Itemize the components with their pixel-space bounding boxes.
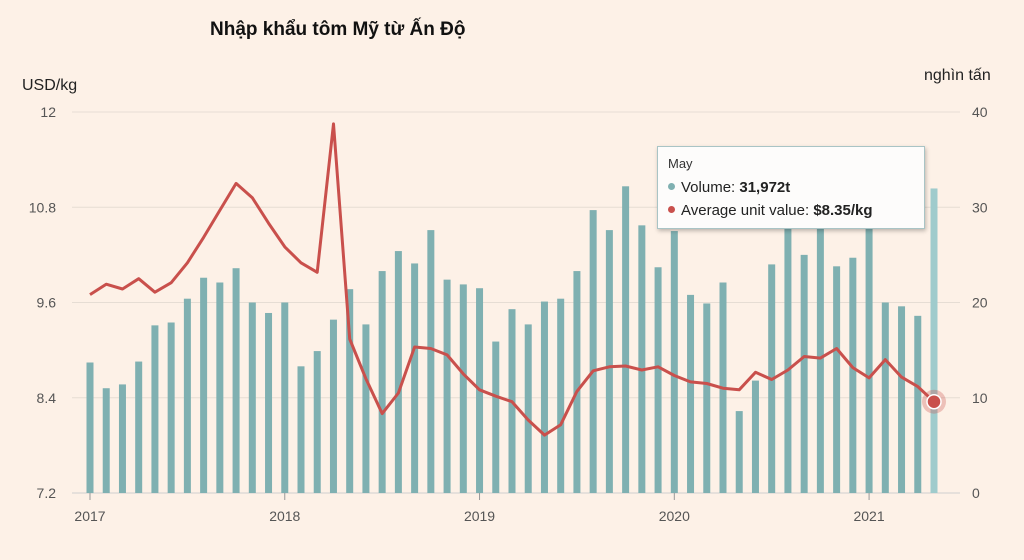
volume-bar[interactable]: [930, 188, 938, 493]
volume-bar[interactable]: [329, 319, 337, 493]
unit-value-series-line[interactable]: [89, 122, 936, 437]
volume-bar[interactable]: [833, 266, 841, 493]
x-tick-label: 2020: [659, 508, 690, 524]
right-tick-label: 40: [972, 104, 988, 120]
left-tick-label: 10.8: [29, 199, 56, 215]
chart-tooltip: May Volume: 31,972t Average unit value: …: [657, 146, 925, 229]
volume-bar[interactable]: [248, 302, 256, 494]
right-tick-label: 20: [972, 295, 988, 311]
volume-bar[interactable]: [200, 277, 208, 493]
volume-bar[interactable]: [849, 257, 857, 493]
volume-bar[interactable]: [865, 228, 873, 493]
left-tick-label: 7.2: [37, 485, 57, 501]
volume-bar[interactable]: [411, 263, 419, 493]
unit-value-legend-dot: [668, 206, 675, 213]
volume-bar[interactable]: [135, 361, 143, 493]
chart-title: Nhập khẩu tôm Mỹ từ Ấn Độ: [210, 18, 465, 40]
volume-bar[interactable]: [492, 341, 500, 493]
tooltip-volume-value: 31,972t: [739, 179, 791, 196]
volume-bar[interactable]: [102, 388, 110, 493]
right-axis-label: nghìn tấn: [924, 67, 991, 84]
volume-bar[interactable]: [346, 289, 354, 493]
volume-bar[interactable]: [524, 324, 532, 493]
left-tick-label: 9.6: [37, 295, 57, 311]
volume-bar[interactable]: [800, 254, 808, 493]
tooltip-volume-label: Volume:: [681, 179, 736, 196]
volume-legend-dot: [668, 183, 675, 190]
left-tick-label: 8.4: [37, 390, 57, 406]
x-tick-label: 2019: [464, 508, 495, 524]
volume-bar[interactable]: [784, 207, 792, 493]
volume-bars[interactable]: [86, 186, 938, 494]
volume-bar[interactable]: [443, 279, 451, 493]
tooltip-month: May: [668, 156, 693, 171]
volume-bar[interactable]: [573, 271, 581, 493]
x-tick-label: 2021: [853, 508, 884, 524]
volume-bar[interactable]: [881, 302, 889, 494]
volume-bar[interactable]: [297, 366, 305, 493]
volume-bar[interactable]: [670, 231, 678, 493]
tooltip-unit-row: Average unit value: $8.35/kg: [668, 199, 914, 222]
volume-bar[interactable]: [687, 294, 695, 493]
volume-bar[interactable]: [638, 225, 646, 493]
volume-bar[interactable]: [589, 210, 597, 494]
volume-bar[interactable]: [914, 315, 922, 493]
axes: 12 40 10.8 30 9.6 20 8.4 10 7.2 0 2017 2018 2019 2020…: [29, 104, 988, 524]
volume-bar[interactable]: [313, 351, 321, 493]
volume-bar[interactable]: [540, 301, 548, 493]
volume-bar[interactable]: [394, 251, 402, 493]
volume-bar[interactable]: [232, 268, 240, 493]
volume-bar[interactable]: [265, 312, 273, 493]
unit-value-line[interactable]: [89, 122, 946, 437]
volume-bar[interactable]: [281, 302, 289, 494]
volume-bar[interactable]: [378, 271, 386, 493]
volume-bar[interactable]: [605, 230, 613, 494]
volume-bar[interactable]: [86, 362, 94, 493]
right-tick-label: 30: [972, 199, 988, 215]
x-tick-label: 2018: [269, 508, 300, 524]
volume-bar[interactable]: [622, 186, 630, 494]
volume-bar[interactable]: [118, 384, 126, 493]
volume-bar[interactable]: [816, 216, 824, 493]
left-axis-label: USD/kg: [22, 77, 77, 94]
highlight-point[interactable]: [926, 393, 942, 410]
volume-bar[interactable]: [151, 325, 159, 493]
volume-bar[interactable]: [751, 380, 759, 493]
volume-bar[interactable]: [654, 267, 662, 493]
volume-bar[interactable]: [735, 411, 743, 493]
volume-bar[interactable]: [557, 298, 565, 493]
volume-bar[interactable]: [703, 303, 711, 493]
volume-bar[interactable]: [362, 324, 370, 493]
volume-bar[interactable]: [459, 284, 467, 493]
tooltip-volume-row: Volume: 31,972t: [668, 176, 914, 199]
tooltip-unit-value: $8.35/kg: [813, 202, 873, 219]
right-tick-label: 10: [972, 390, 988, 406]
volume-bar[interactable]: [183, 298, 191, 493]
volume-bar[interactable]: [427, 230, 435, 494]
volume-bar[interactable]: [898, 306, 906, 493]
tooltip-unit-label: Average unit value:: [681, 202, 810, 219]
x-tick-label: 2017: [74, 508, 105, 524]
volume-bar[interactable]: [167, 322, 175, 493]
left-tick-label: 12: [40, 104, 56, 120]
volume-bar[interactable]: [216, 282, 224, 493]
right-tick-label: 0: [972, 485, 980, 501]
